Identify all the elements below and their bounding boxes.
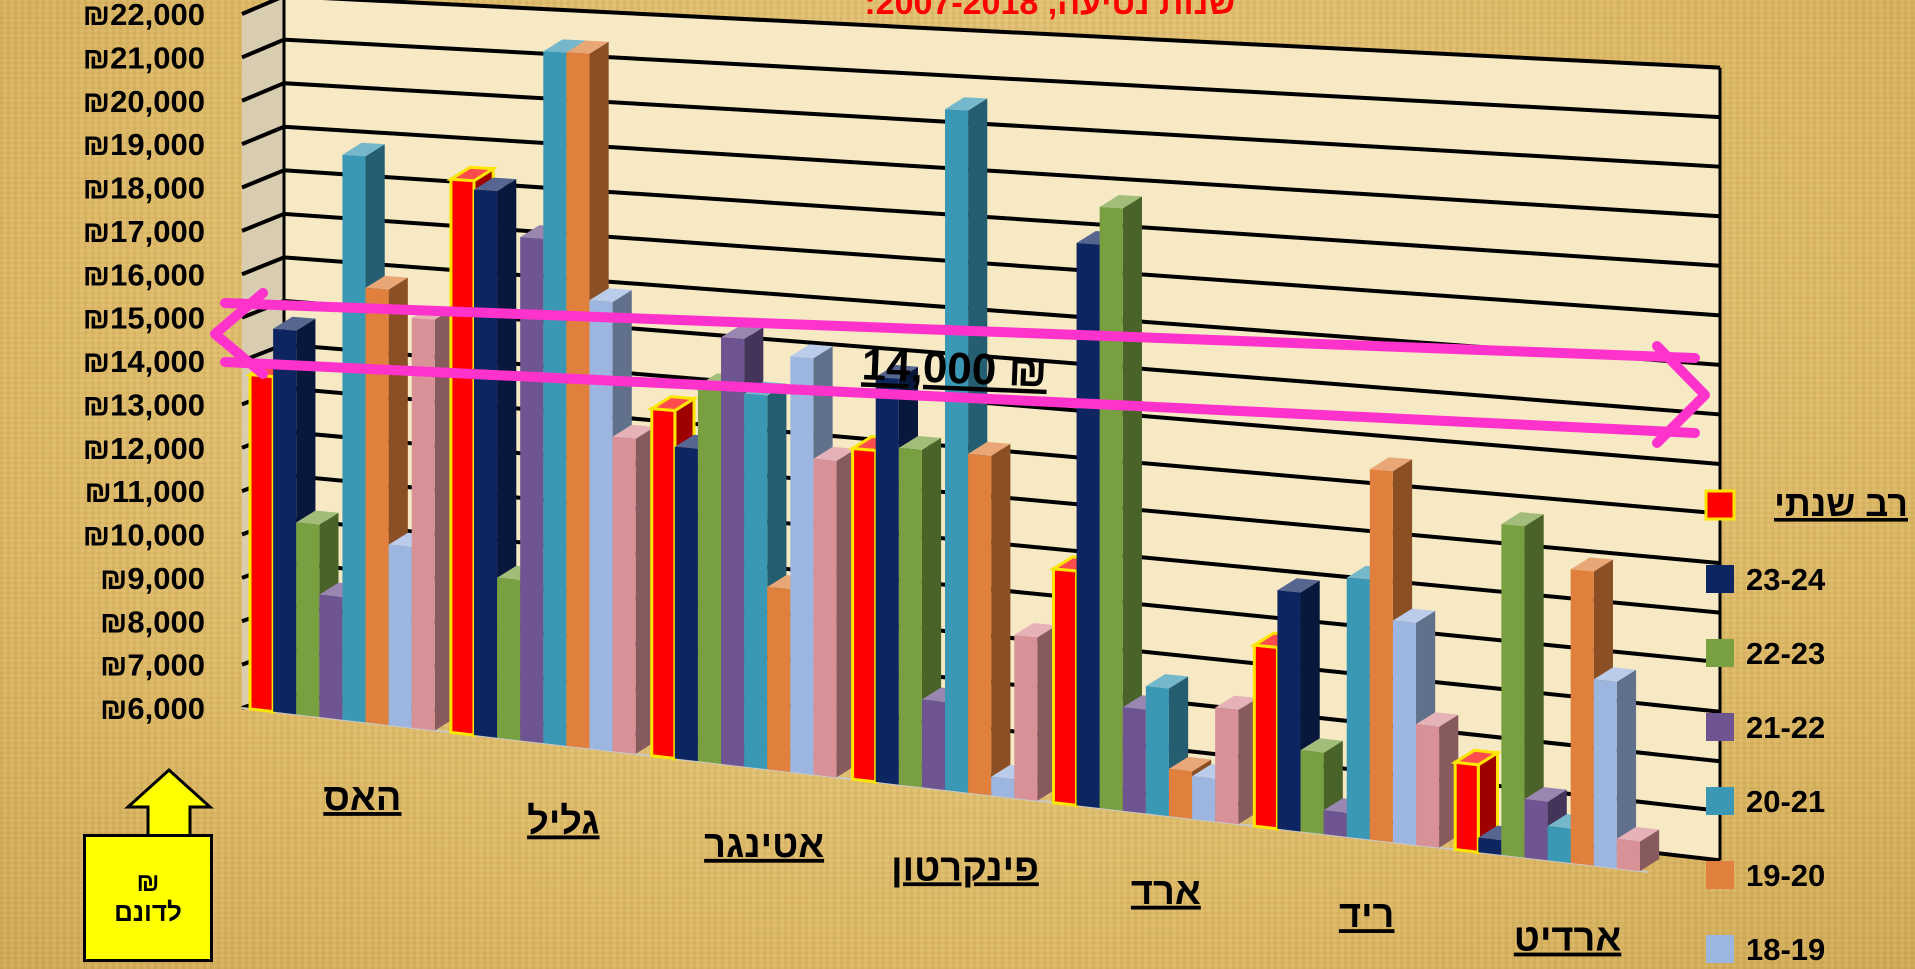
category-label: אטינגר [704, 824, 824, 866]
y-tick-label: ₪20,000 [83, 84, 205, 119]
category-labels: האס גליל אטינגר פינקרטון ארד ריד ארדיט [323, 777, 1621, 960]
legend-item: 23-24 [1706, 562, 1826, 597]
category-label: פינקרטון [891, 847, 1039, 889]
y-tick-label: ₪13,000 [83, 387, 205, 422]
annotation-arrow-group: ₪ 14,000 [210, 288, 1710, 448]
y-tick-label: ₪8,000 [100, 604, 205, 639]
unit-box: ₪ לדונם [83, 834, 213, 962]
bar [1416, 712, 1459, 848]
y-tick-label: ₪21,000 [83, 40, 205, 75]
bar-marks [245, 39, 1660, 872]
chart-title: שנות נטיעה, 2007-2018: [864, 0, 1235, 22]
y-tick-label: ₪15,000 [83, 301, 205, 336]
legend-swatch [1706, 935, 1734, 963]
bar [1501, 512, 1544, 858]
y-tick-label: ₪6,000 [100, 691, 205, 726]
y-tick-label: ₪16,000 [83, 257, 205, 292]
legend-label: 20-21 [1746, 784, 1825, 819]
y-tick-label: ₪18,000 [83, 171, 205, 206]
bar [1300, 738, 1343, 835]
bar [968, 441, 1011, 796]
legend-swatch [1706, 861, 1734, 889]
bar [1014, 622, 1057, 801]
legend: רב שנתי 23-24 22-23 21-22 20-21 19-20 18-19 [1704, 483, 1908, 967]
legend-label: רב שנתי [1774, 483, 1908, 524]
category-label: ארדיט [1514, 918, 1622, 960]
legend-swatch [1706, 565, 1734, 593]
legend-swatch [1706, 787, 1734, 815]
currency-symbol: ₪ [136, 867, 160, 898]
legend-item: 22-23 [1706, 636, 1825, 671]
bar [411, 305, 455, 731]
bar [1593, 667, 1637, 869]
gridline [241, 0, 1721, 70]
legend-label: 18-19 [1746, 932, 1825, 967]
legend-swatch [1706, 713, 1734, 741]
legend-item: 19-20 [1706, 858, 1825, 893]
legend-item: 18-19 [1706, 932, 1825, 967]
up-arrow-icon [124, 767, 214, 842]
legend-label: 19-20 [1746, 858, 1825, 893]
category-label: ריד [1339, 894, 1394, 936]
double-arrow-annotation [210, 288, 1710, 448]
category-label: גליל [527, 800, 599, 842]
y-tick-label: ₪11,000 [84, 474, 205, 509]
bar [813, 446, 856, 778]
y-tick-label: ₪9,000 [100, 561, 205, 596]
legend-item: רב שנתי [1704, 483, 1908, 524]
annotation-label: ₪ 14,000 [861, 340, 1049, 396]
y-tick-label: ₪7,000 [100, 648, 205, 683]
bar [1616, 826, 1660, 872]
legend-item: 21-22 [1706, 710, 1825, 745]
unit-label: לדונם [114, 897, 182, 927]
legend-label: 22-23 [1746, 636, 1825, 671]
legend-swatch [1704, 489, 1736, 521]
bar [1450, 748, 1502, 855]
category-label: האס [323, 777, 401, 819]
y-tick-label: ₪22,000 [83, 0, 205, 32]
y-tick-label: ₪19,000 [83, 127, 205, 162]
y-tick-label: ₪17,000 [83, 214, 205, 249]
legend-label: 21-22 [1746, 710, 1825, 745]
legend-swatch [1706, 639, 1734, 667]
category-label: ארד [1131, 871, 1201, 913]
y-tick-label: ₪14,000 [83, 344, 205, 379]
y-axis-ticks: ₪6,000 ₪7,000 ₪8,000 ₪9,000 ₪10,000 ₪11,000 ₪1… [83, 0, 205, 726]
bar [1215, 695, 1258, 825]
legend-item: 20-21 [1706, 784, 1825, 819]
bar [1099, 194, 1142, 811]
legend-label: 23-24 [1746, 562, 1826, 597]
y-tick-label: ₪12,000 [83, 431, 205, 466]
bar [612, 424, 655, 754]
y-tick-label: ₪10,000 [83, 518, 205, 553]
